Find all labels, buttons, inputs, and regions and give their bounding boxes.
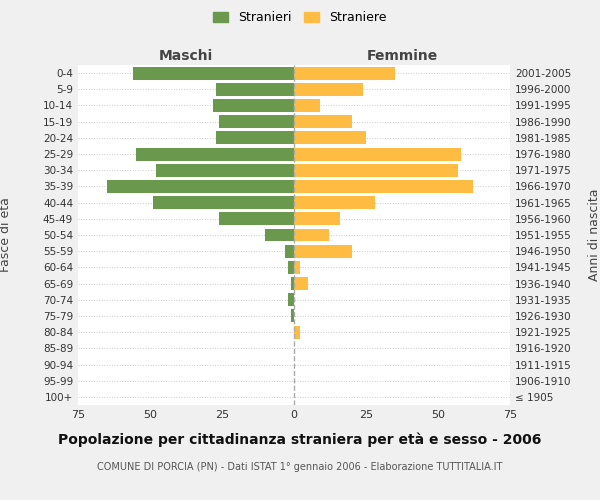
Bar — [288, 261, 294, 274]
Bar — [294, 99, 320, 112]
Text: Femmine: Femmine — [367, 48, 437, 62]
Bar — [219, 115, 294, 128]
Text: Fasce di età: Fasce di età — [0, 198, 13, 272]
Bar — [294, 277, 308, 290]
Bar — [216, 83, 294, 96]
Bar — [288, 294, 294, 306]
Bar — [214, 99, 294, 112]
Bar — [136, 148, 294, 160]
Bar — [294, 115, 352, 128]
Bar — [294, 228, 329, 241]
Legend: Stranieri, Straniere: Stranieri, Straniere — [208, 6, 392, 29]
Bar — [216, 132, 294, 144]
Bar — [133, 66, 294, 80]
Bar — [156, 164, 294, 176]
Bar — [153, 196, 294, 209]
Bar — [291, 277, 294, 290]
Bar — [294, 148, 461, 160]
Text: Popolazione per cittadinanza straniera per età e sesso - 2006: Popolazione per cittadinanza straniera p… — [58, 432, 542, 447]
Bar — [294, 164, 458, 176]
Bar — [294, 66, 395, 80]
Bar — [107, 180, 294, 193]
Bar — [294, 244, 352, 258]
Bar — [294, 180, 473, 193]
Bar — [294, 261, 300, 274]
Bar — [294, 196, 374, 209]
Bar — [219, 212, 294, 226]
Bar — [294, 326, 300, 338]
Bar — [286, 244, 294, 258]
Text: COMUNE DI PORCIA (PN) - Dati ISTAT 1° gennaio 2006 - Elaborazione TUTTITALIA.IT: COMUNE DI PORCIA (PN) - Dati ISTAT 1° ge… — [97, 462, 503, 472]
Bar — [294, 132, 366, 144]
Text: Maschi: Maschi — [159, 48, 213, 62]
Bar — [291, 310, 294, 322]
Bar — [294, 83, 363, 96]
Text: Anni di nascita: Anni di nascita — [587, 188, 600, 281]
Bar — [265, 228, 294, 241]
Bar — [294, 212, 340, 226]
